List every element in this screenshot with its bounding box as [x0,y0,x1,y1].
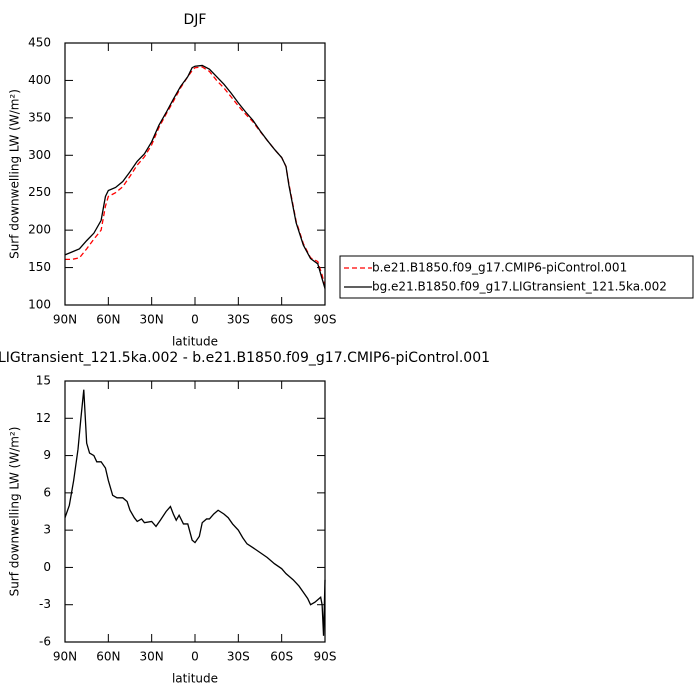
x-tick-label: 60N [96,313,120,327]
data-line [64,389,326,636]
x-tick-label: 90S [314,650,337,664]
y-axis-label: Surf downwelling LW (W/m²) [8,89,22,259]
data-line [64,64,326,289]
x-tick-label: 30N [140,313,164,327]
y-tick-label: 300 [28,148,51,162]
plot-frame [64,380,326,643]
chart-title: DJF [184,12,207,28]
y-tick-label: 350 [28,110,51,124]
x-tick-label: 60S [270,650,293,664]
x-tick-label: 90N [53,650,77,664]
x-tick-label: 90N [53,313,77,327]
y-tick-label: 200 [28,223,51,237]
legend-box [339,255,694,299]
y-tick-label: -3 [39,597,51,611]
y-tick-label: 100 [28,298,51,312]
y-tick-label: 12 [36,411,51,425]
x-tick-label: 0 [191,650,199,664]
x-tick-label: 90S [314,313,337,327]
data-line [65,66,326,287]
y-tick-label: 250 [28,185,51,199]
y-tick-label: 150 [28,260,51,274]
x-tick-label: 30S [227,313,250,327]
y-tick-label: 0 [43,560,51,574]
y-tick-label: 9 [43,448,51,462]
y-tick-label: 15 [36,374,51,388]
x-axis-label: latitude [172,335,218,349]
x-tick-label: 0 [191,313,199,327]
y-tick-label: -6 [39,635,51,649]
legend-label: b.e21.B1850.f09_g17.CMIP6-piControl.001 [372,261,627,275]
x-tick-label: 30S [227,650,250,664]
x-axis-label: latitude [172,672,218,686]
x-tick-label: 60N [96,650,120,664]
plot-frame [64,42,326,306]
chart-title: LIGtransient_121.5ka.002 - b.e21.B1850.f… [0,350,490,366]
y-tick-label: 6 [43,485,51,499]
y-tick-label: 450 [28,36,51,50]
x-tick-label: 30N [140,650,164,664]
x-tick-label: 60S [270,313,293,327]
y-axis-label: Surf downwelling LW (W/m²) [8,427,22,597]
y-tick-label: 400 [28,73,51,87]
y-tick-label: 3 [43,523,51,537]
legend-label: bg.e21.B1850.f09_g17.LIGtransient_121.5k… [372,280,667,294]
